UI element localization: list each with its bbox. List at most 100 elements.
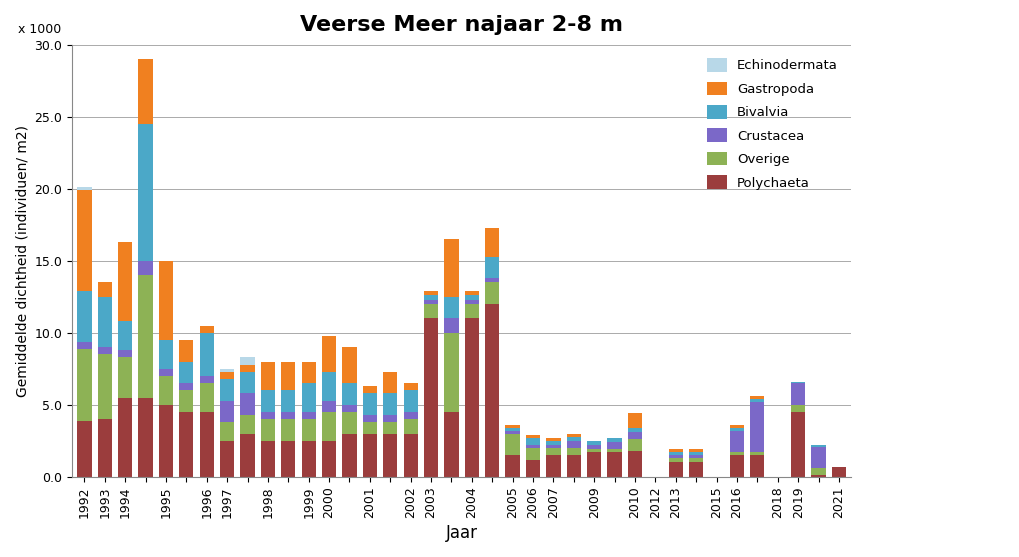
Bar	[485, 304, 499, 477]
Bar	[505, 434, 520, 455]
Bar	[322, 441, 336, 477]
Bar	[383, 415, 397, 422]
Title: Veerse Meer najaar 2-8 m: Veerse Meer najaar 2-8 m	[301, 15, 624, 35]
Bar	[811, 468, 825, 476]
Bar	[220, 372, 234, 379]
Bar	[302, 419, 316, 441]
Bar	[98, 282, 112, 297]
Bar	[485, 278, 499, 282]
Bar	[77, 190, 92, 291]
Bar	[118, 321, 132, 350]
Bar	[220, 422, 234, 441]
Bar	[444, 319, 459, 333]
Bar	[363, 393, 377, 415]
Bar	[159, 376, 173, 405]
Bar	[342, 405, 357, 412]
Bar	[383, 422, 397, 434]
Bar	[342, 434, 357, 477]
Bar	[526, 435, 540, 438]
Bar	[118, 350, 132, 358]
Bar	[668, 455, 683, 458]
Bar	[546, 455, 560, 477]
Bar	[363, 434, 377, 477]
Bar	[404, 390, 418, 412]
Bar	[179, 383, 194, 390]
Bar	[607, 449, 622, 452]
Bar	[791, 382, 805, 383]
Bar	[444, 297, 459, 319]
Bar	[628, 432, 642, 439]
Bar	[587, 449, 601, 452]
Bar	[607, 438, 622, 442]
Bar	[628, 439, 642, 451]
Bar	[485, 282, 499, 304]
Bar	[811, 445, 825, 447]
Bar	[240, 393, 255, 415]
Bar	[240, 372, 255, 393]
Bar	[750, 402, 764, 452]
Bar	[567, 437, 581, 441]
Bar	[200, 333, 214, 376]
Bar	[750, 452, 764, 455]
Bar	[77, 291, 92, 341]
Bar	[668, 462, 683, 477]
Bar	[444, 333, 459, 412]
Bar	[526, 448, 540, 460]
Bar	[159, 340, 173, 369]
Bar	[139, 275, 153, 398]
Bar	[689, 449, 703, 452]
Bar	[465, 319, 479, 477]
Bar	[261, 361, 275, 390]
Bar	[404, 419, 418, 434]
Bar	[200, 326, 214, 333]
Bar	[302, 412, 316, 419]
Bar	[404, 383, 418, 390]
Bar	[261, 412, 275, 419]
Bar	[159, 405, 173, 477]
Bar	[322, 372, 336, 400]
Bar	[281, 419, 296, 441]
Bar	[730, 455, 744, 477]
Bar	[628, 413, 642, 428]
Bar	[159, 261, 173, 340]
Bar	[179, 412, 194, 477]
X-axis label: Jaar: Jaar	[445, 524, 478, 542]
Bar	[363, 415, 377, 422]
Bar	[587, 441, 601, 445]
Bar	[668, 458, 683, 462]
Bar	[750, 399, 764, 402]
Bar	[424, 295, 438, 300]
Bar	[668, 449, 683, 452]
Text: x 1000: x 1000	[17, 23, 61, 36]
Bar	[791, 412, 805, 477]
Bar	[98, 297, 112, 347]
Bar	[505, 425, 520, 428]
Bar	[607, 452, 622, 477]
Bar	[567, 441, 581, 448]
Bar	[689, 458, 703, 462]
Y-axis label: Gemiddelde dichtheid (individuen/ m2): Gemiddelde dichtheid (individuen/ m2)	[15, 125, 29, 397]
Bar	[404, 434, 418, 477]
Bar	[77, 188, 92, 190]
Bar	[322, 412, 336, 441]
Bar	[689, 455, 703, 458]
Bar	[424, 300, 438, 304]
Bar	[750, 396, 764, 399]
Bar	[200, 383, 214, 412]
Bar	[526, 460, 540, 477]
Bar	[261, 390, 275, 412]
Bar	[118, 242, 132, 321]
Bar	[77, 421, 92, 477]
Bar	[240, 434, 255, 477]
Bar	[240, 364, 255, 372]
Bar	[689, 452, 703, 455]
Bar	[465, 291, 479, 295]
Bar	[730, 452, 744, 455]
Bar	[546, 448, 560, 455]
Bar	[139, 59, 153, 124]
Bar	[220, 379, 234, 400]
Bar	[322, 336, 336, 372]
Bar	[342, 347, 357, 383]
Bar	[505, 431, 520, 434]
Bar	[281, 441, 296, 477]
